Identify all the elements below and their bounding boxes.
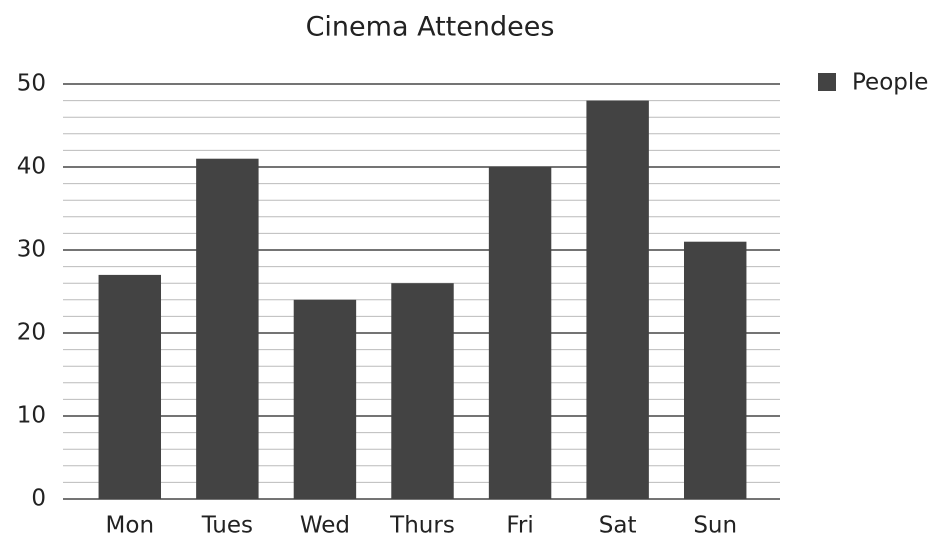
bar	[586, 100, 649, 499]
y-tick-label: 50	[17, 71, 46, 97]
y-tick-label: 30	[17, 237, 46, 263]
x-tick-label: Sun	[693, 513, 737, 538]
x-tick-label: Mon	[106, 513, 155, 538]
x-tick-label: Tues	[201, 513, 253, 538]
bar	[196, 158, 259, 499]
bar	[391, 283, 454, 499]
x-tick-label: Fri	[506, 513, 533, 538]
bar	[293, 299, 357, 499]
x-tick-label: Thurs	[389, 513, 455, 538]
y-tick-label: 0	[31, 486, 46, 512]
x-tick-label: Wed	[300, 513, 350, 538]
y-tick-label: 40	[17, 154, 46, 180]
x-tick-label: Sat	[599, 513, 637, 538]
bar	[488, 167, 552, 499]
legend-swatch	[818, 73, 836, 91]
y-tick-label: 10	[17, 403, 46, 429]
legend-label: People	[852, 70, 928, 96]
y-tick-label: 20	[17, 320, 46, 346]
bar	[98, 274, 162, 499]
bar	[683, 241, 747, 499]
chart-title: Cinema Attendees	[306, 12, 555, 43]
